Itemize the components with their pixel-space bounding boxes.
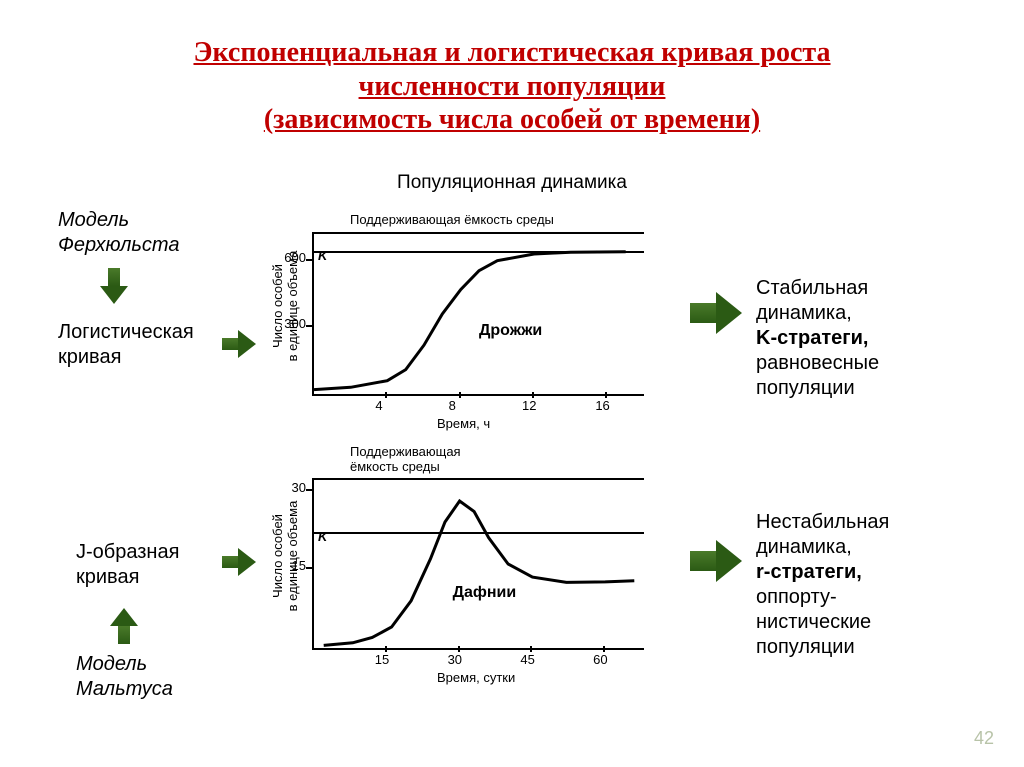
chart2-label: Дафнии	[453, 584, 517, 602]
chart1-k: K	[318, 248, 327, 263]
label-logistic: Логистическаякривая	[58, 320, 194, 370]
chart-logistic: Дрожжи	[312, 232, 644, 396]
label-unstable: Нестабильнаядинамика,r-стратеги,оппорту-…	[756, 510, 889, 660]
label-malthus: МодельМальтуса	[76, 652, 173, 702]
label-stable: Стабильнаядинамика,K-стратеги,равновесны…	[756, 276, 879, 401]
chart2-caption: Поддерживающаяёмкость среды	[350, 444, 461, 474]
chart1-caption: Поддерживающая ёмкость среды	[350, 212, 554, 227]
label-jshape: J-образнаякривая	[76, 540, 179, 590]
chart2-xlabel: Время, сутки	[437, 670, 515, 685]
chart2-k: K	[318, 529, 327, 544]
chart1-label: Дрожжи	[479, 322, 542, 340]
slide-subtitle: Популяционная динамика	[0, 172, 1024, 194]
chart-jshape: Дафнии	[312, 478, 644, 650]
label-verhulst: МодельФерхюльста	[58, 208, 179, 258]
slide-title: Экспоненциальная и логистическая кривая …	[0, 36, 1024, 137]
chart1-xlabel: Время, ч	[437, 416, 490, 431]
chart2-ylabel: Число особейв единице объема	[270, 472, 300, 640]
page-number: 42	[974, 728, 994, 749]
